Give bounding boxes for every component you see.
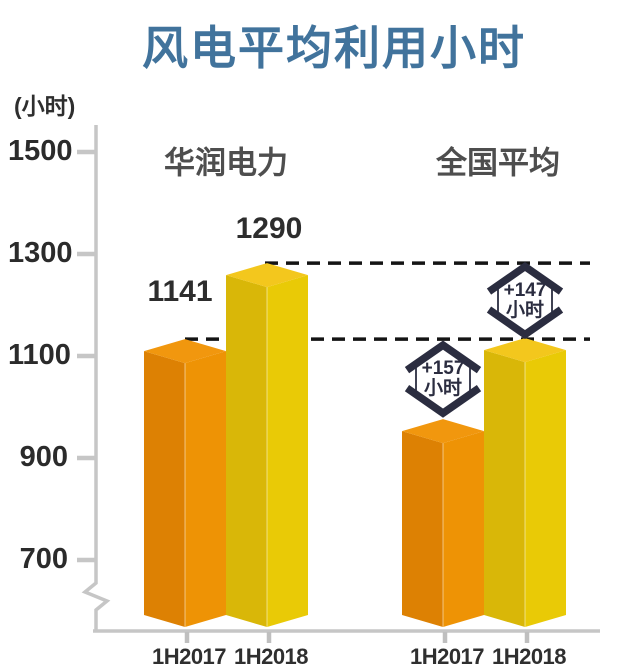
bar-crpower-1h2017-left-face: [144, 351, 185, 627]
value-label: 1290: [235, 212, 303, 246]
x-tick-label: 1H2018: [233, 644, 309, 669]
group-header: 全国平均: [436, 145, 560, 181]
annotation-delta-value: +147: [503, 279, 547, 301]
diamond-top-chevron: [404, 340, 482, 374]
chart-title: 风电平均利用小时: [142, 22, 526, 74]
annotation-text: +157 小时: [422, 359, 465, 399]
diamond-top-chevron: [486, 262, 564, 295]
annotation-text: +147 小时: [503, 279, 547, 321]
value-label: 1141: [147, 275, 213, 309]
y-tick-label: 700: [19, 543, 68, 575]
diamond-bottom-chevron: [404, 385, 482, 418]
y-tick-label: 1100: [8, 339, 71, 371]
bar-national-1h2018-right-face: [525, 350, 566, 627]
y-axis-unit-label: (小时): [14, 93, 76, 119]
y-tick-label: 1300: [8, 237, 73, 269]
x-tick-label: 1H2018: [491, 644, 567, 669]
bar-crpower-1h2018-top-face: [226, 263, 308, 288]
annotation-diamond-+157: [404, 340, 482, 418]
annotation-delta-value: +157: [421, 358, 465, 380]
bar-national-1h2017-right-face: [443, 431, 484, 627]
bar-crpower-1h2017-right-face: [185, 351, 226, 627]
group-header: 华润电力: [164, 145, 288, 181]
y-axis-line: [81, 125, 111, 631]
annotation-delta-unit: 小时: [505, 299, 545, 321]
annotation-delta-unit: 小时: [423, 378, 463, 400]
diamond-bottom-chevron: [486, 306, 564, 340]
y-tick-label: 1500: [8, 135, 73, 167]
x-tick-label: 1H2017: [151, 644, 227, 669]
y-tick-label: 900: [19, 441, 68, 473]
bar-national-1h2017-left-face: [402, 431, 443, 627]
bar-crpower-1h2018-left-face: [226, 275, 267, 627]
x-tick-label: 1H2017: [409, 644, 485, 669]
bar-crpower-1h2017-top-face: [144, 339, 226, 364]
bar-national-1h2018-top-face: [484, 338, 566, 363]
annotation-diamond-+147: [486, 262, 564, 340]
bar-national-1h2018-left-face: [484, 350, 525, 627]
bar-national-1h2017-top-face: [402, 419, 484, 444]
bar-crpower-1h2018-right-face: [267, 275, 308, 627]
